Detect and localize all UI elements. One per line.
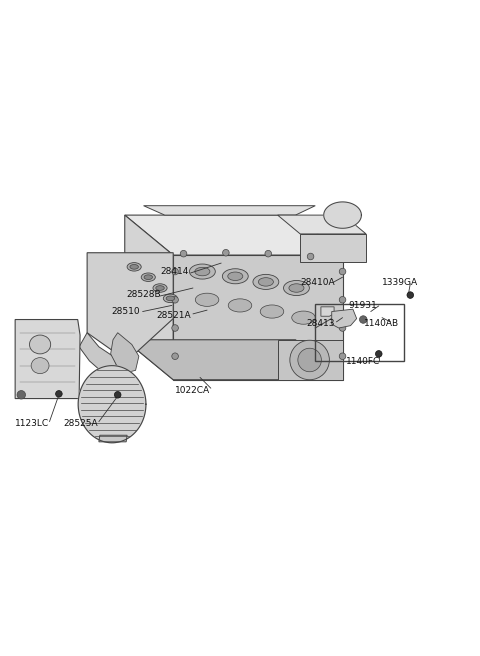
Circle shape [223, 249, 229, 256]
Circle shape [339, 353, 346, 359]
Circle shape [172, 297, 179, 303]
Polygon shape [321, 307, 334, 316]
Text: 1123LC: 1123LC [15, 419, 49, 428]
Polygon shape [332, 309, 357, 328]
Circle shape [114, 392, 121, 398]
Circle shape [307, 253, 314, 260]
Text: 1339GA: 1339GA [382, 278, 418, 287]
Ellipse shape [166, 296, 175, 300]
Circle shape [56, 390, 62, 397]
Ellipse shape [156, 285, 164, 291]
Polygon shape [87, 253, 173, 361]
Bar [315, 304, 404, 361]
Ellipse shape [284, 281, 310, 296]
Text: 28525A: 28525A [64, 419, 98, 428]
Circle shape [172, 268, 179, 275]
Text: 28528B: 28528B [126, 290, 161, 298]
Circle shape [339, 325, 346, 331]
Text: 28510: 28510 [112, 307, 141, 316]
Circle shape [360, 316, 367, 323]
Circle shape [172, 325, 179, 331]
Circle shape [407, 292, 414, 298]
Polygon shape [78, 365, 146, 443]
Polygon shape [15, 319, 80, 399]
Text: 1140AB: 1140AB [363, 319, 399, 328]
Polygon shape [125, 215, 173, 380]
Circle shape [17, 390, 25, 399]
Ellipse shape [258, 277, 274, 286]
Ellipse shape [253, 274, 279, 289]
Polygon shape [324, 202, 361, 228]
Circle shape [265, 251, 272, 257]
Ellipse shape [163, 294, 178, 302]
Ellipse shape [228, 272, 243, 281]
Text: 1140FC: 1140FC [346, 358, 380, 366]
Circle shape [180, 251, 187, 257]
Text: 28410A: 28410A [300, 278, 335, 287]
Text: 1022CA: 1022CA [175, 386, 211, 395]
Ellipse shape [292, 311, 315, 324]
Ellipse shape [190, 264, 216, 279]
Ellipse shape [29, 335, 51, 354]
Polygon shape [125, 340, 344, 380]
Ellipse shape [130, 264, 138, 269]
Polygon shape [99, 435, 127, 442]
Ellipse shape [228, 299, 252, 312]
Ellipse shape [195, 293, 219, 306]
Ellipse shape [222, 269, 248, 284]
Polygon shape [277, 340, 344, 380]
Ellipse shape [144, 275, 153, 279]
Ellipse shape [260, 305, 284, 318]
Polygon shape [110, 333, 139, 373]
Circle shape [298, 348, 322, 372]
Text: 28521A: 28521A [157, 311, 192, 319]
Ellipse shape [141, 273, 156, 281]
Polygon shape [300, 234, 366, 262]
Ellipse shape [153, 284, 167, 293]
Text: 91931: 91931 [349, 301, 378, 310]
Ellipse shape [31, 358, 49, 374]
Polygon shape [79, 333, 118, 375]
Circle shape [290, 340, 329, 380]
Circle shape [172, 353, 179, 359]
Circle shape [339, 268, 346, 275]
Circle shape [339, 297, 346, 303]
Ellipse shape [195, 267, 210, 276]
Polygon shape [144, 206, 315, 215]
Text: 28413: 28413 [307, 319, 335, 328]
Circle shape [375, 350, 382, 357]
Polygon shape [277, 215, 366, 234]
Ellipse shape [127, 262, 141, 271]
Ellipse shape [289, 284, 304, 293]
Text: 28414: 28414 [160, 267, 188, 276]
Polygon shape [125, 215, 344, 255]
Polygon shape [173, 255, 344, 380]
